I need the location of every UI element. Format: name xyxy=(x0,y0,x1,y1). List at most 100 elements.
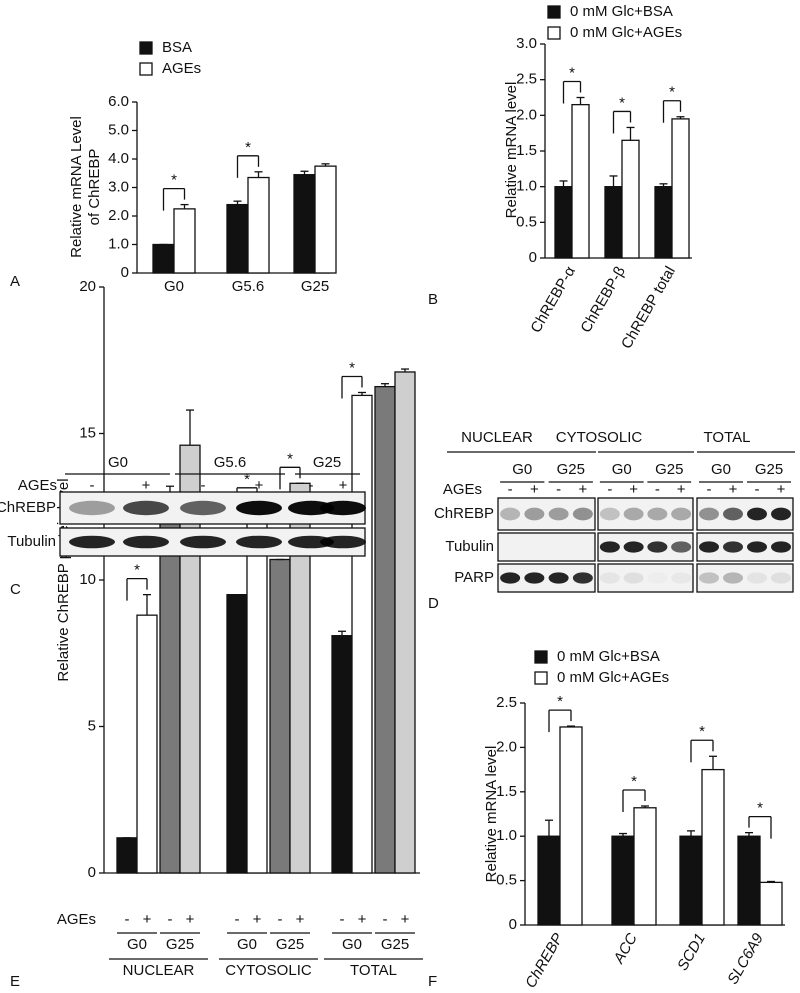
treatment-sign: - xyxy=(125,911,130,928)
y-tick-label: 10 xyxy=(79,571,96,588)
y-tick-label: 0.5 xyxy=(496,872,517,889)
panel-label: B xyxy=(428,291,438,308)
treatment-sign: - xyxy=(278,911,283,928)
legend-swatch xyxy=(534,650,548,664)
treatment-sign: + xyxy=(143,911,152,928)
significance-star: * xyxy=(569,64,575,81)
bar xyxy=(226,203,249,274)
significance-star: * xyxy=(349,359,355,376)
x-tick-label: ChREBP xyxy=(522,930,567,990)
group-label: G0 xyxy=(108,454,128,471)
y-tick-label: 1.5 xyxy=(496,783,517,800)
significance-star: * xyxy=(134,562,140,579)
significance-star: * xyxy=(631,773,637,790)
blot-band xyxy=(771,507,791,521)
blot-strip xyxy=(696,563,794,593)
fraction-label: NUCLEAR xyxy=(461,429,533,446)
blot-band xyxy=(572,572,593,584)
y-tick-label: 6.0 xyxy=(108,93,129,110)
treatment-sign: + xyxy=(629,481,638,498)
blot-strip xyxy=(597,563,694,593)
blot-band xyxy=(647,572,667,583)
legend-label: 0 mM Glc+AGEs xyxy=(570,24,682,41)
group-label: G0 xyxy=(512,461,532,478)
blot-band xyxy=(524,507,545,521)
x-tick-label: ChREBP total xyxy=(618,263,679,351)
x-tick-label: G5.6 xyxy=(232,278,265,295)
blot-band xyxy=(69,535,115,549)
group-label: G25 xyxy=(166,936,194,953)
treatment-sign: - xyxy=(201,477,206,494)
treatment-sign: + xyxy=(296,911,305,928)
y-tick-label: 2.0 xyxy=(496,738,517,755)
blot-band xyxy=(747,507,767,521)
treatment-sign: - xyxy=(340,911,345,928)
treatment-sign: + xyxy=(358,911,367,928)
bar xyxy=(571,103,590,259)
legend-swatch xyxy=(547,5,561,19)
legend-label: 0 mM Glc+AGEs xyxy=(557,669,669,686)
y-tick-label: 0.5 xyxy=(516,213,537,230)
blot-band xyxy=(671,572,692,584)
row-label: ChREBP xyxy=(434,505,494,522)
legend-swatch xyxy=(534,671,548,685)
treatment-sign: + xyxy=(253,911,262,928)
blot-band xyxy=(623,507,644,521)
bar xyxy=(331,635,353,874)
bar xyxy=(374,385,396,874)
bar xyxy=(621,139,640,259)
panel-label: E xyxy=(10,973,20,990)
significance-star: * xyxy=(557,693,563,710)
row-label: Tubulin xyxy=(7,533,56,550)
treatment-label: AGEs xyxy=(18,477,57,494)
blot-band xyxy=(123,500,169,516)
bar xyxy=(116,837,138,874)
y-tick-label: 2.5 xyxy=(516,71,537,88)
bar xyxy=(559,726,583,926)
bar xyxy=(293,174,316,274)
y-tick-label: 5 xyxy=(88,717,96,734)
treatment-sign: + xyxy=(339,477,348,494)
blot-band xyxy=(572,507,593,521)
blot-band xyxy=(647,507,668,521)
treatment-sign: - xyxy=(607,481,612,498)
group-label: G25 xyxy=(381,936,409,953)
treatment-sign: + xyxy=(578,481,587,498)
y-tick-label: 2.0 xyxy=(108,207,129,224)
blot-band xyxy=(723,572,743,584)
blot-band xyxy=(500,507,521,521)
treatment-sign: - xyxy=(90,477,95,494)
y-tick-label: 0 xyxy=(88,864,96,881)
blot-band xyxy=(723,507,743,521)
blot-band xyxy=(320,500,366,516)
y-axis-label: of ChREBP xyxy=(86,149,103,226)
y-tick-label: 3.0 xyxy=(108,178,129,195)
blot-band xyxy=(771,541,791,553)
bar xyxy=(159,517,181,874)
blot-strip xyxy=(497,497,596,531)
blot-band xyxy=(236,500,282,516)
blot-band xyxy=(599,541,620,553)
treatment-sign: - xyxy=(383,911,388,928)
fraction-label: CYTOSOLIC xyxy=(556,429,643,446)
bar xyxy=(671,118,690,259)
significance-star: * xyxy=(287,450,293,467)
blot-band xyxy=(524,572,545,584)
y-tick-label: 3.0 xyxy=(516,35,537,52)
treatment-label: AGEs xyxy=(443,481,482,498)
bar xyxy=(654,186,673,259)
y-tick-label: 2.0 xyxy=(516,106,537,123)
bar xyxy=(611,835,635,926)
y-tick-label: 1.0 xyxy=(516,178,537,195)
significance-star: * xyxy=(244,471,250,488)
y-axis-label: Relative mRNA level xyxy=(483,746,500,883)
y-tick-label: 0 xyxy=(529,249,537,266)
treatment-sign: - xyxy=(707,481,712,498)
blot-band xyxy=(320,535,366,549)
significance-star: * xyxy=(669,84,675,101)
panel-label: A xyxy=(10,273,20,290)
bar xyxy=(394,371,416,874)
x-tick-label: ChREBP-α xyxy=(527,263,579,336)
group-label: G25 xyxy=(755,461,783,478)
x-tick-label: SLC6A9 xyxy=(724,930,767,987)
